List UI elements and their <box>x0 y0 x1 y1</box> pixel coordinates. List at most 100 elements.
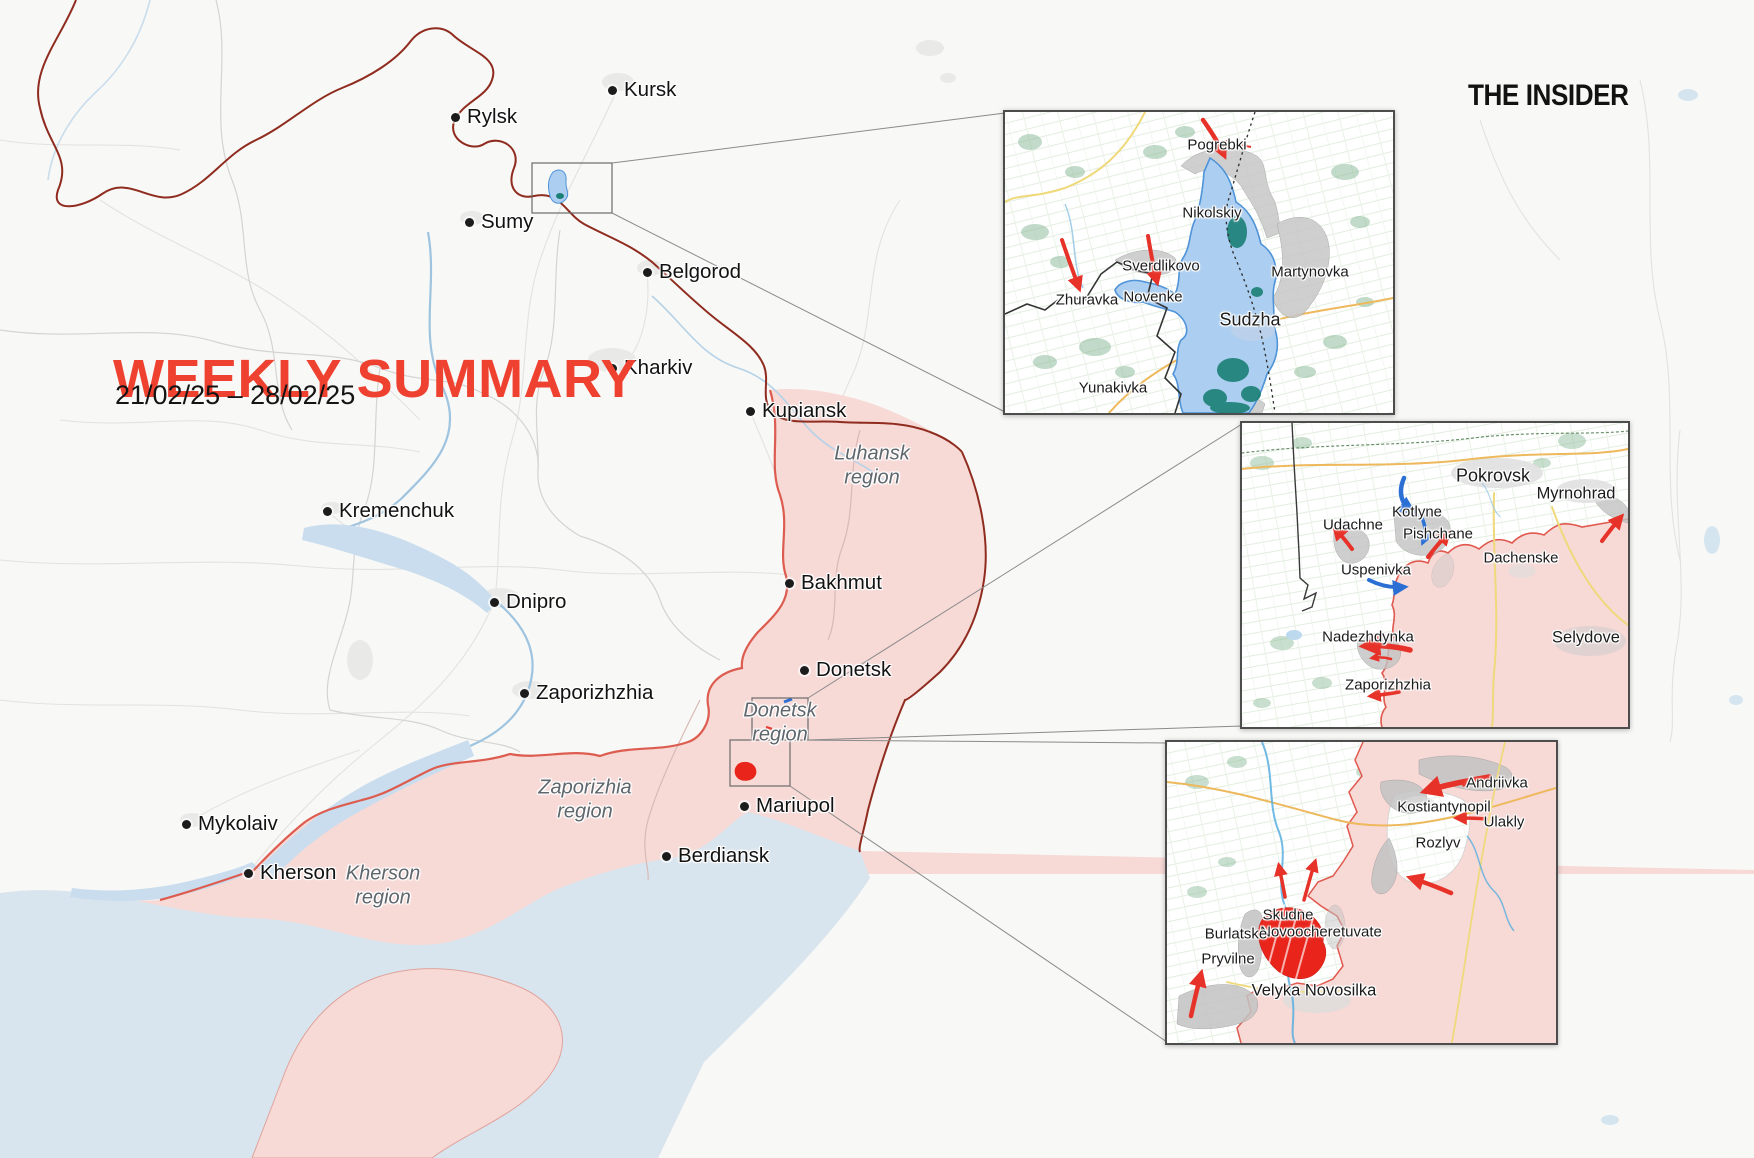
russian-advance-arrows <box>1060 117 1227 293</box>
city-kursk: Kursk <box>608 78 676 102</box>
inset-novosilka: Andriivka Kostiantynopil Ulakly Rozlyv S… <box>1165 740 1558 1045</box>
region-label-luhansk: Luhansk region <box>834 442 910 491</box>
forest-patches <box>1018 126 1374 378</box>
city-kharkiv: Kharkiv <box>608 356 692 380</box>
inset-label-kotlyne: Kotlyne <box>1391 503 1443 521</box>
city-dot <box>785 578 794 588</box>
city-label: Sumy <box>481 210 534 233</box>
captured-area-red <box>1257 907 1327 979</box>
city-dot <box>182 819 191 829</box>
city-kupiansk: Kupiansk <box>746 399 846 423</box>
city-label: Bakhmut <box>801 571 882 594</box>
inset-label-pogrebki: Pogrebki <box>1187 136 1247 154</box>
city-label: Donetsk <box>816 658 892 681</box>
region-line: Donetsk <box>743 699 817 722</box>
deep-forest <box>1203 216 1263 413</box>
city-dot <box>244 868 253 878</box>
city-kremenchuk: Kremenchuk <box>323 499 454 523</box>
region-line: Luhansk <box>834 442 910 465</box>
city-zaporizhzhia: Zaporizhzhia <box>520 681 653 705</box>
city-sumy: Sumy <box>465 210 533 234</box>
inset-pokrovsk-map <box>1242 423 1628 727</box>
callout-rect-novosilka <box>729 739 791 787</box>
inset-novosilka-map <box>1167 742 1556 1043</box>
inset-label-burlatske: Burlatske <box>1204 925 1268 943</box>
region-line: region <box>557 801 613 823</box>
city-label: Kremenchuk <box>339 499 455 522</box>
page-title: WEEKLY SUMMARY <box>113 349 638 409</box>
callout-sources <box>531 162 809 787</box>
region-label-zaporizhia: Zaporizhia region <box>538 776 631 825</box>
city-donetsk: Donetsk <box>800 658 891 682</box>
crimea <box>251 968 563 1158</box>
state-border-east <box>858 451 987 853</box>
city-dnipro: Dnipro <box>490 590 566 614</box>
captured-area-roads <box>1264 903 1314 983</box>
city-label: Kursk <box>624 78 677 101</box>
region-line: region <box>355 887 411 909</box>
city-label: Dnipro <box>506 590 567 613</box>
boundary-line <box>1291 423 1318 612</box>
city-dot <box>451 112 460 122</box>
city-label: Zaporizhzhia <box>536 681 654 704</box>
callout-rect-sudzha <box>531 162 613 214</box>
city-dot <box>662 851 671 861</box>
inset-label-novenke: Novenke <box>1123 288 1183 306</box>
inset-label-ulakly: Ulakly <box>1483 813 1525 831</box>
city-label: Mykolaiv <box>198 812 278 835</box>
inset-label-udachne: Udachne <box>1322 516 1384 534</box>
inset-label-novoocheretuvate: Novoocheretuvate <box>1260 923 1382 941</box>
inset-label-kostiantynopil: Kostiantynopil <box>1397 798 1491 816</box>
inset-label-uspenivka: Uspenivka <box>1340 561 1412 579</box>
city-label: Rylsk <box>467 105 518 128</box>
city-dot <box>608 363 617 373</box>
oblast-borders <box>0 0 721 753</box>
inset-label-nadezhdynka: Nadezhdynka <box>1322 628 1414 646</box>
inset-pokrovsk: Udachne Kotlyne Pishchane Pokrovsk Myrno… <box>1240 421 1630 729</box>
region-line: Zaporizhia <box>538 776 632 799</box>
city-dot <box>608 85 617 95</box>
inset-label-sudzha: Sudzha <box>1219 309 1281 330</box>
city-label: Mariupol <box>756 794 835 817</box>
city-label: Kherson <box>260 861 337 884</box>
russian-advance-arrows <box>1188 774 1492 1019</box>
inset-label-pishchane: Pishchane <box>1402 525 1474 543</box>
occupied-oblast-borders <box>644 429 861 881</box>
callout-lines <box>611 112 1243 1043</box>
city-dot <box>746 406 755 416</box>
inset-label-zaporizhzhia-village: Zaporizhzhia <box>1345 676 1431 694</box>
region-label-donetsk: Donetsk region <box>743 699 816 748</box>
city-label: Belgorod <box>659 260 742 283</box>
region-line: region <box>752 724 808 746</box>
city-kherson: Kherson <box>244 861 336 885</box>
mini-novosilka-advance <box>734 761 757 781</box>
inset-label-rozlyv: Rozlyv <box>1415 834 1461 852</box>
city-rylsk: Rylsk <box>451 105 517 129</box>
city-label: Kharkiv <box>624 356 693 379</box>
inset-label-skudne: Skudne <box>1262 906 1314 924</box>
city-label: Berdiansk <box>678 844 770 867</box>
inset-label-pokrovsk: Pokrovsk <box>1455 465 1531 486</box>
city-dot <box>740 801 749 811</box>
inset-label-zhuravka: Zhuravka <box>1055 291 1119 309</box>
frontline <box>1380 518 1628 727</box>
city-dot <box>520 688 529 698</box>
city-mykolaiv: Mykolaiv <box>182 812 278 836</box>
roads <box>1242 430 1628 727</box>
city-bakhmut: Bakhmut <box>785 571 882 595</box>
region-line: Kherson <box>345 862 421 885</box>
inset-label-selydove: Selydove <box>1552 628 1620 647</box>
city-label: Kupiansk <box>762 399 847 422</box>
state-border-dashed <box>1225 112 1276 413</box>
publisher-logo: THE INSIDER <box>1468 79 1629 112</box>
inset-label-pryvilne: Pryvilne <box>1201 950 1255 968</box>
region-label-kherson: Kherson region <box>346 862 421 911</box>
city-mariupol: Mariupol <box>740 794 835 818</box>
city-dot <box>323 506 332 516</box>
inset-label-myrnohrad: Myrnohrad <box>1536 484 1616 503</box>
state-border-line <box>1005 261 1182 413</box>
inset-label-yunakivka: Yunakivka <box>1078 379 1148 397</box>
city-dot <box>800 665 809 675</box>
inset-sudzha-map <box>1005 112 1393 413</box>
